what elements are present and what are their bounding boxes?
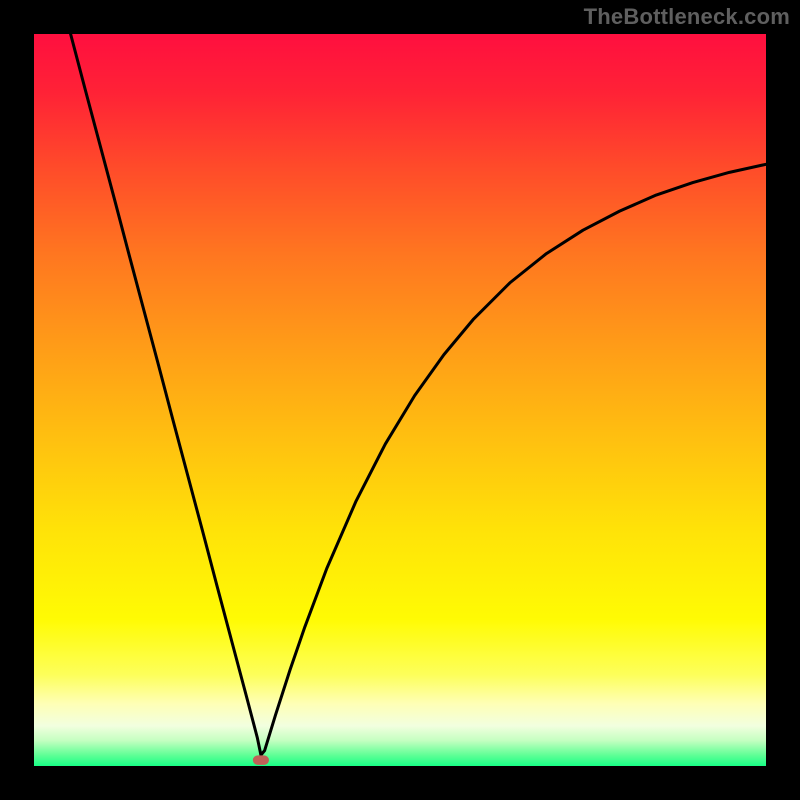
watermark-text: TheBottleneck.com xyxy=(584,4,790,30)
chart-container: { "watermark": { "text": "TheBottleneck.… xyxy=(0,0,800,800)
bottleneck-chart xyxy=(0,0,800,800)
